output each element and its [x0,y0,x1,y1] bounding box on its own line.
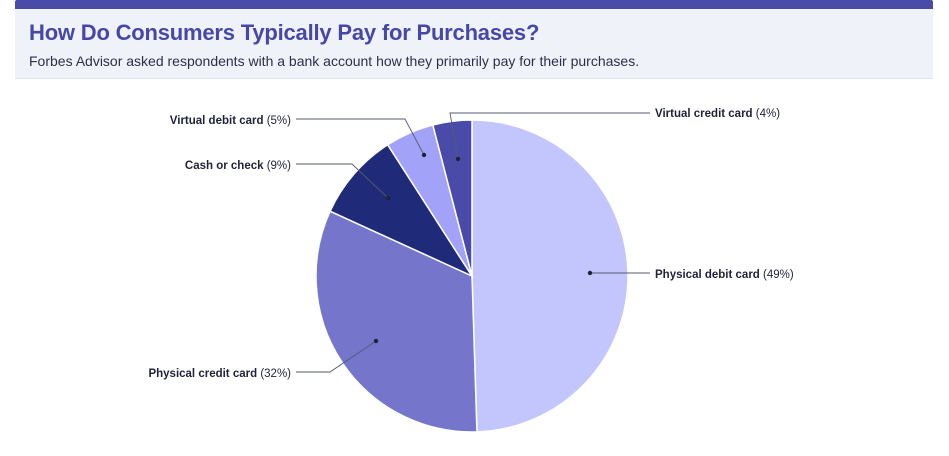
leader-dot-cash-or-check [385,195,391,201]
slice-label-value: (49%) [760,269,794,281]
pie-slice-physical-debit-card [471,119,629,433]
chart-title: How Do Consumers Typically Pay for Purch… [29,20,540,45]
slice-label-virtual-credit-card: Virtual credit card (4%) [655,108,780,120]
slice-label-virtual-debit-card: Virtual debit card (5%) [170,115,291,127]
leader-dot-physical-debit-card [587,270,593,276]
pie-slice-cash-or-check [329,143,475,278]
slice-label-name: Virtual debit card [170,115,264,127]
leader-line-virtual-credit-card [449,112,650,160]
slice-label-physical-credit-card: Physical credit card (32%) [148,368,291,380]
slice-label-name: Physical credit card [148,368,257,380]
slice-label-cash-or-check: Cash or check (9%) [185,160,291,172]
pie-slice-physical-credit-card [315,210,478,433]
leader-dot-virtual-debit-card [421,152,427,158]
slice-label-value: (5%) [264,115,292,127]
slice-label-value: (9%) [264,160,292,172]
chart-header: How Do Consumers Typically Pay for Purch… [15,9,933,79]
leader-line-cash-or-check [296,163,389,199]
slice-label-name: Physical debit card [655,269,760,281]
slice-label-physical-debit-card: Physical debit card (49%) [655,269,794,281]
slice-label-value: (4%) [753,108,781,120]
top-accent-bar [15,0,933,9]
leader-line-virtual-debit-card [296,118,425,156]
leader-dot-virtual-credit-card [455,156,461,162]
slice-label-name: Cash or check [185,160,264,172]
leader-dot-physical-credit-card [373,338,379,344]
chart-subtitle: Forbes Advisor asked respondents with a … [29,53,640,69]
leader-line-physical-credit-card [296,340,377,373]
pie-slice-virtual-credit-card [431,119,473,277]
slice-label-value: (32%) [257,368,291,380]
slice-label-name: Virtual credit card [655,108,753,120]
